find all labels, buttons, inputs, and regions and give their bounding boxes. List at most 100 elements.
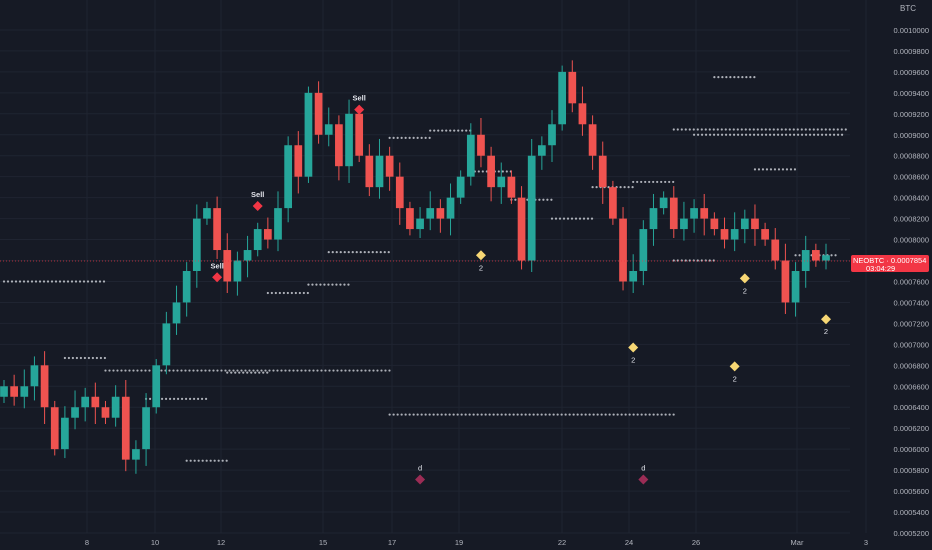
level-dot [428,413,431,416]
level-dot [672,259,675,262]
level-dot [761,168,765,171]
level-dot [67,356,70,360]
level-dot [477,170,480,173]
level-dot [188,397,192,400]
level-dot [717,76,720,79]
level-dot [824,133,828,136]
level-dot [71,356,74,360]
level-dot [184,369,187,372]
level-dot [716,133,720,136]
level-dot [315,283,318,286]
level-dot [476,413,479,416]
level-dot [496,413,499,416]
time-axis[interactable]: 8 10 12 15 17 19 22 24 26 Mar 3 [85,538,868,547]
level-dot [780,133,784,136]
level-dot [800,128,803,131]
level-dot [176,397,180,400]
level-dot [332,369,335,372]
level-dot [79,356,82,360]
level-dot [562,217,566,220]
level-dot [824,128,827,131]
level-dot [197,459,200,462]
level-dot [497,170,500,173]
level-dot [760,128,763,131]
level-dot [512,413,515,416]
candle-body [101,407,110,418]
level-dot [644,413,647,416]
level-dot [331,283,334,286]
level-dot [172,369,175,372]
level-dot [586,217,590,220]
candle-body [10,386,19,397]
level-dot [652,180,655,184]
level-dot [760,133,764,136]
level-dot [620,413,623,416]
level-dot [272,369,275,372]
level-dot [200,369,203,372]
level-dot [204,369,207,372]
candle-body [558,71,567,125]
level-dot [692,128,695,131]
level-dot [14,280,18,283]
candle-body [274,208,282,240]
candle-body [40,365,49,408]
level-dot [708,133,712,136]
level-dot [798,254,801,257]
level-dot [278,291,281,295]
price-tag-label: NEOBTC · 0.0007854 [853,256,926,265]
buy-label: 2 [824,327,828,336]
price-axis[interactable]: 0.0010000 0.0009800 0.0009600 0.0009400 0.00… [894,26,929,538]
level-dot [536,413,539,416]
candle-body [761,229,769,240]
level-dot [840,128,843,131]
level-dot [640,413,643,416]
y-tick-label: 0.0007600 [894,277,929,286]
level-dot [63,356,66,360]
level-dot [457,129,460,132]
level-dot [256,369,259,372]
level-dot [733,76,736,79]
level-dot [828,128,831,131]
level-dot [307,283,310,286]
level-dot [54,280,58,283]
y-tick-label: 0.0009800 [894,47,929,56]
level-dot [696,133,700,136]
level-dot [532,413,535,416]
d-marker: d [415,464,426,485]
level-dot [225,459,228,462]
candle-body [132,449,140,460]
level-dot [172,397,176,400]
level-dot [340,369,343,372]
level-dot [772,128,775,131]
level-dot [668,180,671,184]
level-dot [785,168,789,171]
level-dot [764,133,768,136]
candle-body [30,365,39,387]
candle-body [639,229,648,271]
level-dot [347,251,350,254]
level-dot [296,369,299,372]
level-dot [343,283,346,286]
level-dot [752,128,755,131]
level-dot [520,413,523,416]
level-dot [773,168,777,171]
candle-body [548,124,556,146]
x-tick-label: 22 [558,538,566,547]
sell-diamond-icon [354,104,365,115]
level-dot [540,413,543,416]
level-dot [832,128,835,131]
level-dot [812,133,816,136]
candle-body [263,229,272,240]
candle-body [446,197,455,219]
level-dot [355,251,358,254]
level-dot [664,180,667,184]
level-dot [749,76,752,79]
level-dot [668,413,671,416]
level-dot [840,133,844,136]
candle-body [172,302,181,324]
level-dot [552,413,555,416]
level-dot [616,413,619,416]
candle-body [791,271,800,303]
d-diamond-icon [638,474,649,485]
